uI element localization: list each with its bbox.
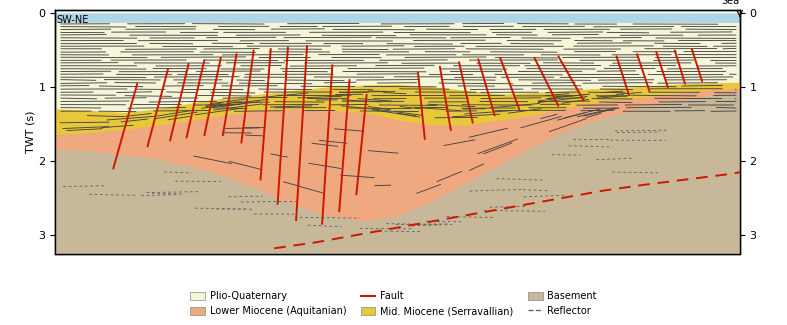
- Text: Sea: Sea: [722, 0, 740, 6]
- Y-axis label: TWT (s): TWT (s): [25, 111, 35, 153]
- Legend: Plio-Quaternary, Lower Miocene (Aquitanian), Fault, Mid. Miocene (Serravallian),: Plio-Quaternary, Lower Miocene (Aquitani…: [187, 288, 600, 320]
- Text: SW-NE: SW-NE: [57, 15, 89, 25]
